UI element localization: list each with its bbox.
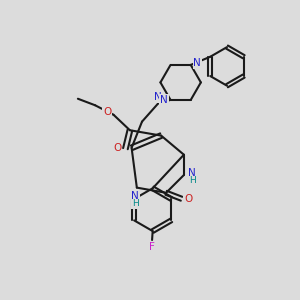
- Text: N: N: [188, 168, 196, 178]
- Text: N: N: [154, 92, 162, 102]
- Text: N: N: [194, 58, 201, 68]
- Text: O: O: [184, 194, 192, 204]
- Text: N: N: [131, 191, 139, 201]
- Text: N: N: [160, 95, 168, 105]
- Text: H: H: [132, 200, 139, 208]
- Text: O: O: [113, 143, 121, 153]
- Text: H: H: [189, 176, 196, 185]
- Text: F: F: [148, 242, 154, 251]
- Text: O: O: [103, 107, 111, 117]
